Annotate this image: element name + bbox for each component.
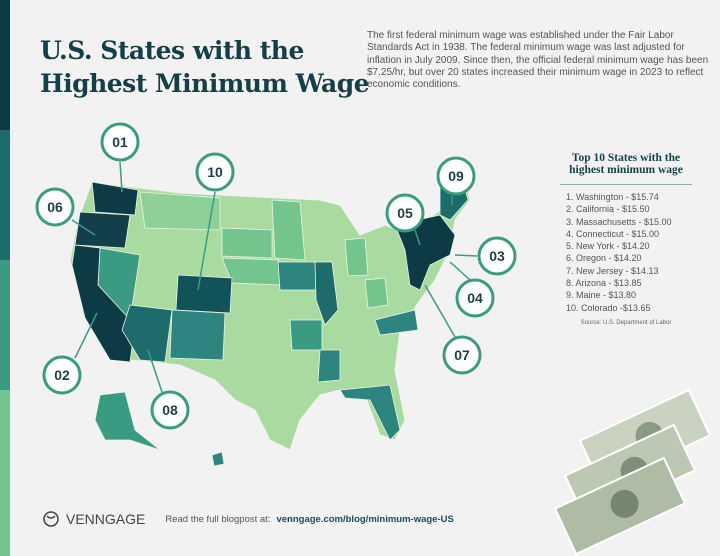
title-line-1: U.S. States with the (40, 36, 304, 65)
top10-item: 3. Massachusetts - $15.00 (566, 216, 672, 227)
callout-circle (442, 335, 482, 375)
top10-title: Top 10 States with the highest minimum w… (569, 152, 683, 176)
callout-06: 06 (35, 187, 75, 227)
callout-lines (71, 161, 478, 393)
state-colorado (175, 274, 233, 314)
state-montana (139, 191, 221, 231)
callout-circle (42, 355, 82, 395)
callout-04: 04 (455, 278, 495, 318)
top10-list: 1. Washington - $15.74 2. California - $1… (560, 191, 692, 314)
callout-01: 01 (100, 122, 140, 162)
state-new-mexico (169, 309, 226, 361)
callout-08: 08 (150, 390, 190, 430)
callout-circle (455, 278, 495, 318)
callout-label: 09 (448, 168, 464, 184)
state-california (71, 244, 136, 363)
callout-circle (477, 236, 517, 276)
callout-09: 09 (436, 156, 476, 196)
venngage-logo-icon (43, 511, 59, 527)
state-iowa (277, 261, 318, 291)
blog-link[interactable]: venngage.com/blog/minimum-wage-US (276, 513, 454, 525)
callout-circle (385, 193, 425, 233)
callout-circle (150, 390, 190, 430)
callout-05: 05 (385, 193, 425, 233)
source-note: Source: U.S. Department of Labor (580, 319, 672, 326)
state-illinois (314, 261, 339, 326)
divider (560, 184, 692, 185)
state-alaska (94, 391, 161, 451)
callout-label: 01 (112, 134, 128, 150)
top10-panel: Top 10 States with the highest minimum w… (560, 152, 692, 326)
state-florida (339, 384, 401, 441)
intro-text: The first federal minimum wage was estab… (367, 30, 709, 91)
top10-item: 1. Washington - $15.74 (566, 192, 659, 202)
footer: VENNGAGE Read the full blogpost at: venn… (42, 510, 454, 528)
state-arizona (121, 304, 173, 363)
top10-item: 4. Connecticut - $15.00 (566, 228, 660, 239)
state-minnesota (271, 199, 306, 261)
title-line-2: Highest Minimum Wage (40, 69, 370, 98)
callout-circle (35, 187, 75, 227)
callout-label: 03 (489, 248, 505, 264)
top10-item: 8. Arizona - $13.85 (566, 278, 642, 289)
top10-item: 9. Maine - $13.80 (566, 290, 637, 301)
state-northeast (394, 214, 456, 291)
callout-label: 05 (397, 205, 413, 221)
brand-name: VENNGAGE (66, 511, 146, 527)
top10-item: 7. New Jersey - $14.13 (566, 265, 659, 276)
top10-item: 2. California - $15.50 (566, 204, 650, 215)
callout-circle (436, 156, 476, 196)
state-ohio (364, 277, 389, 309)
read-more-text: Read the full blogpost at: (165, 513, 271, 525)
callout-10: 10 (195, 152, 235, 192)
callout-07: 07 (442, 335, 482, 375)
state-arkansas (289, 319, 323, 351)
dollar-bills-image (553, 388, 712, 556)
stripe-segment (0, 260, 10, 390)
state-mississippi (317, 349, 341, 383)
callout-03: 03 (477, 236, 517, 276)
state-washington (91, 181, 139, 216)
callout-label: 06 (47, 199, 63, 215)
stripe-segment (0, 0, 10, 130)
top10-item: 5. New York - $14.20 (566, 241, 650, 252)
state-hawaii (211, 451, 225, 467)
state-virginia (374, 309, 419, 336)
page-title: U.S. States with the Highest Minimum Wag… (40, 34, 370, 100)
callout-label: 10 (207, 164, 223, 180)
callout-circle (100, 122, 140, 162)
callout-label: 02 (54, 367, 70, 383)
callout-label: 07 (454, 347, 470, 363)
stripe-segment (0, 390, 10, 556)
callout-circle (195, 152, 235, 192)
state-michigan (344, 237, 369, 277)
callout-02: 02 (42, 355, 82, 395)
callout-label: 08 (162, 402, 178, 418)
top10-item: 6. Oregon - $14.20 (566, 253, 642, 264)
stripe-segment (0, 130, 10, 260)
callout-label: 04 (467, 290, 483, 306)
top10-item: 10. Colorado -$13.65 (566, 302, 651, 313)
state-oregon (74, 211, 131, 249)
state-south-dakota (221, 227, 273, 259)
